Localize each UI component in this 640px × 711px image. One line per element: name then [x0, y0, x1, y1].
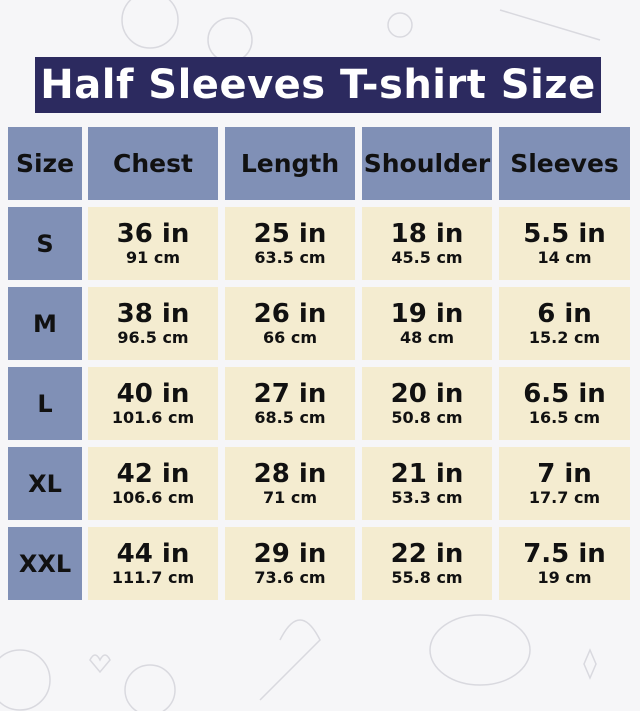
size-cell: L: [8, 367, 82, 440]
value-cell: 7.5 in 19 cm: [499, 527, 630, 600]
size-label: L: [37, 389, 53, 418]
inches-value: 25 in: [253, 218, 327, 249]
inches-value: 42 in: [116, 458, 190, 489]
value-cell: 7 in 17.7 cm: [499, 447, 630, 520]
inches-value: 36 in: [116, 218, 190, 249]
inches-value: 18 in: [390, 218, 464, 249]
value-cell: 5.5 in 14 cm: [499, 207, 630, 280]
cm-value: 71 cm: [263, 487, 317, 507]
cm-value: 106.6 cm: [111, 487, 195, 507]
cm-value: 68.5 cm: [254, 407, 326, 427]
value-cell: 40 in 101.6 cm: [88, 367, 218, 440]
inches-value: 27 in: [253, 378, 327, 409]
inches-value: 5.5 in: [523, 218, 606, 249]
size-cell: XL: [8, 447, 82, 520]
inches-value: 6.5 in: [523, 378, 606, 409]
cm-value: 50.8 cm: [391, 407, 463, 427]
value-cell: 20 in 50.8 cm: [362, 367, 492, 440]
size-cell: S: [8, 207, 82, 280]
cm-value: 45.5 cm: [391, 247, 463, 267]
inches-value: 22 in: [390, 538, 464, 569]
cm-value: 16.5 cm: [528, 407, 601, 427]
size-label: XL: [28, 469, 62, 498]
header-shoulder: Shoulder: [363, 149, 491, 178]
value-cell: 28 in 71 cm: [225, 447, 355, 520]
cm-value: 111.7 cm: [111, 567, 195, 587]
inches-value: 7 in: [537, 458, 592, 489]
value-cell: 18 in 45.5 cm: [362, 207, 492, 280]
cm-value: 19 cm: [537, 567, 592, 587]
cm-value: 14 cm: [537, 247, 592, 267]
header-cell: Chest: [88, 127, 218, 200]
header-length: Length: [240, 149, 340, 178]
size-cell: M: [8, 287, 82, 360]
inches-value: 26 in: [253, 298, 327, 329]
inches-value: 20 in: [390, 378, 464, 409]
cm-value: 73.6 cm: [254, 567, 326, 587]
inches-value: 21 in: [390, 458, 464, 489]
inches-value: 44 in: [116, 538, 190, 569]
header-cell: Length: [225, 127, 355, 200]
header-cell: Size: [8, 127, 82, 200]
cm-value: 66 cm: [263, 327, 317, 347]
size-cell: XXL: [8, 527, 82, 600]
header-chest: Chest: [113, 149, 193, 178]
inches-value: 38 in: [116, 298, 190, 329]
header-size: Size: [15, 149, 75, 178]
cm-value: 55.8 cm: [391, 567, 463, 587]
value-cell: 44 in 111.7 cm: [88, 527, 218, 600]
value-cell: 29 in 73.6 cm: [225, 527, 355, 600]
cm-value: 15.2 cm: [528, 327, 601, 347]
inches-value: 29 in: [253, 538, 327, 569]
value-cell: 22 in 55.8 cm: [362, 527, 492, 600]
value-cell: 19 in 48 cm: [362, 287, 492, 360]
value-cell: 26 in 66 cm: [225, 287, 355, 360]
value-cell: 6 in 15.2 cm: [499, 287, 630, 360]
value-cell: 25 in 63.5 cm: [225, 207, 355, 280]
header-cell: Shoulder: [362, 127, 492, 200]
value-cell: 6.5 in 16.5 cm: [499, 367, 630, 440]
inches-value: 7.5 in: [523, 538, 606, 569]
size-label: S: [36, 229, 54, 258]
value-cell: 36 in 91 cm: [88, 207, 218, 280]
header-cell: Sleeves: [499, 127, 630, 200]
header-sleeves: Sleeves: [510, 149, 619, 178]
value-cell: 38 in 96.5 cm: [88, 287, 218, 360]
page-title: Half Sleeves T-shirt Size: [35, 57, 601, 113]
inches-value: 28 in: [253, 458, 327, 489]
value-cell: 42 in 106.6 cm: [88, 447, 218, 520]
cm-value: 17.7 cm: [528, 487, 601, 507]
cm-value: 53.3 cm: [391, 487, 463, 507]
size-label: XXL: [18, 549, 72, 578]
cm-value: 63.5 cm: [254, 247, 326, 267]
cm-value: 91 cm: [126, 247, 180, 267]
cm-value: 101.6 cm: [111, 407, 195, 427]
inches-value: 40 in: [116, 378, 190, 409]
value-cell: 21 in 53.3 cm: [362, 447, 492, 520]
size-label: M: [33, 309, 57, 338]
inches-value: 6 in: [537, 298, 592, 329]
inches-value: 19 in: [390, 298, 464, 329]
value-cell: 27 in 68.5 cm: [225, 367, 355, 440]
cm-value: 48 cm: [400, 327, 454, 347]
cm-value: 96.5 cm: [117, 327, 189, 347]
